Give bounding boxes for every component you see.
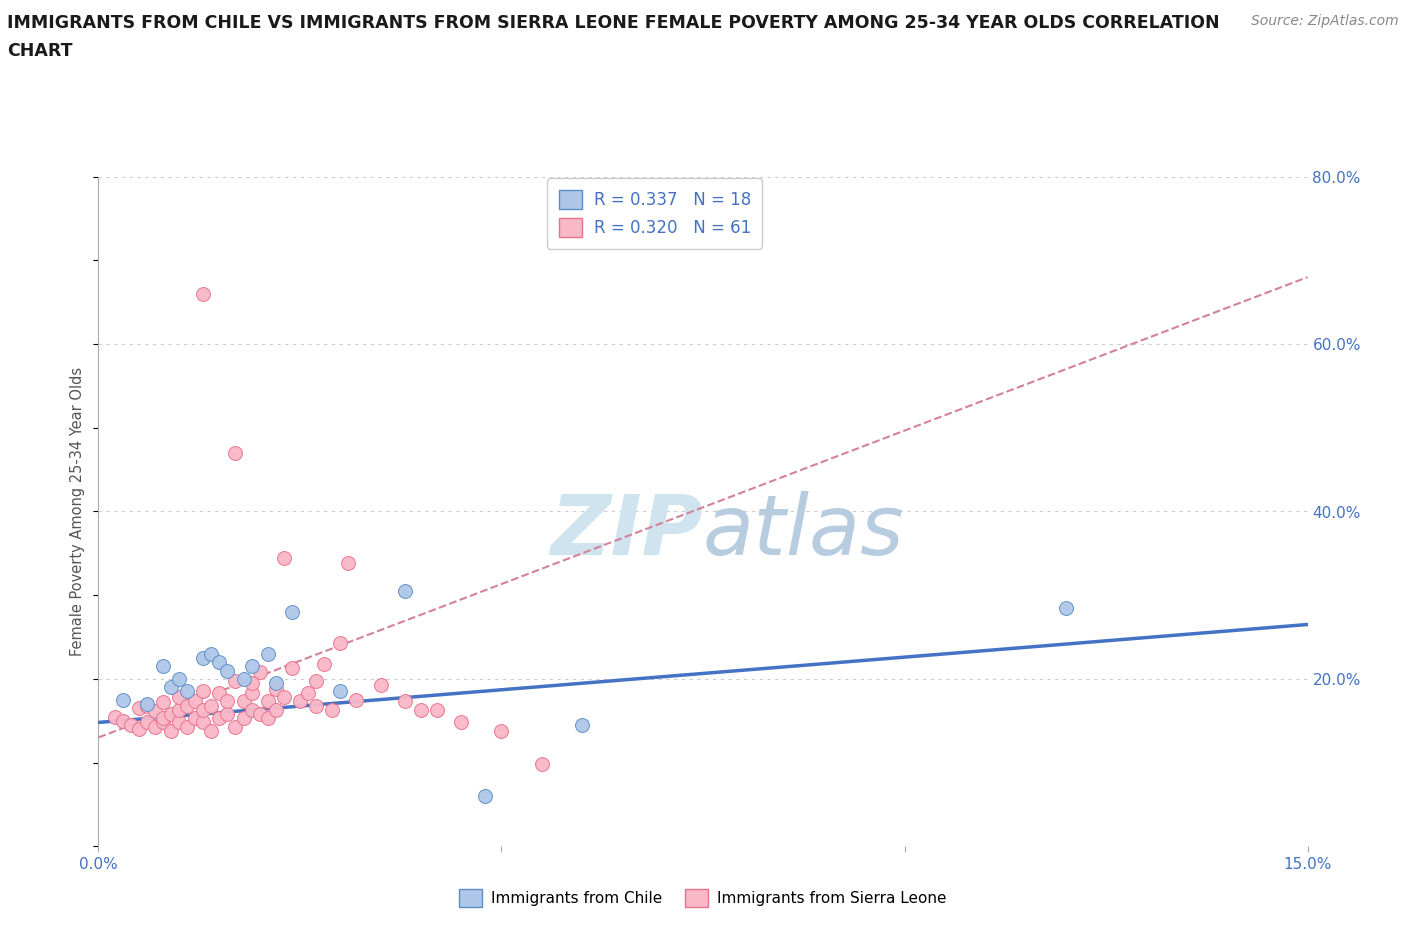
Point (120, 718, 142, 733)
Point (249, 707, 271, 722)
Point (193, 651, 215, 666)
Point (193, 715, 215, 730)
Point (176, 719, 198, 734)
Point (160, 680, 183, 695)
Point (184, 711, 207, 725)
Point (256, 646, 278, 661)
Point (273, 551, 295, 565)
Point (160, 707, 183, 722)
Point (288, 694, 311, 709)
Point (305, 698, 328, 713)
Point (232, 671, 254, 686)
Point (394, 584, 416, 599)
Point (256, 711, 278, 725)
Point (200, 698, 222, 713)
Point (337, 556, 360, 571)
Point (143, 720, 166, 735)
Point (103, 710, 125, 724)
Text: IMMIGRANTS FROM CHILE VS IMMIGRANTS FROM SIERRA LEONE FEMALE POVERTY AMONG 25-34: IMMIGRANTS FROM CHILE VS IMMIGRANTS FROM… (7, 14, 1219, 32)
Point (321, 702, 343, 717)
Point (305, 673, 328, 688)
Point (167, 690, 190, 705)
Point (200, 646, 222, 661)
Point (193, 684, 215, 699)
Point (264, 702, 287, 717)
Text: ZIP: ZIP (550, 491, 703, 572)
Text: Source: ZipAtlas.com: Source: ZipAtlas.com (1251, 14, 1399, 28)
Point (240, 659, 263, 674)
Point (167, 715, 190, 730)
Point (394, 694, 416, 709)
Point (264, 682, 287, 697)
Point (224, 673, 246, 688)
Point (208, 711, 231, 725)
Point (143, 703, 166, 718)
Point (217, 707, 239, 722)
Point (474, 789, 496, 804)
Point (530, 757, 553, 772)
Text: CHART: CHART (7, 42, 73, 60)
Point (152, 659, 174, 674)
Point (193, 702, 215, 717)
Legend: R = 0.337   N = 18, R = 0.320   N = 61: R = 0.337 N = 18, R = 0.320 N = 61 (547, 179, 762, 248)
Point (281, 660, 304, 675)
Point (224, 719, 246, 734)
Point (249, 665, 271, 680)
Point (491, 724, 513, 738)
Point (217, 694, 239, 709)
Point (176, 684, 198, 699)
Point (240, 676, 263, 691)
Point (135, 715, 157, 730)
Point (273, 690, 295, 705)
Point (232, 711, 254, 725)
Point (450, 715, 472, 730)
Point (200, 724, 222, 738)
Point (224, 445, 246, 460)
Y-axis label: Female Poverty Among 25-34 Year Olds: Female Poverty Among 25-34 Year Olds (70, 367, 86, 656)
Text: atlas: atlas (703, 491, 904, 572)
Point (426, 702, 449, 717)
Point (167, 702, 190, 717)
Point (184, 694, 207, 709)
Point (314, 657, 336, 671)
Point (240, 702, 263, 717)
Point (152, 711, 174, 725)
Point (128, 701, 150, 716)
Point (232, 694, 254, 709)
Point (152, 715, 174, 730)
Point (571, 718, 593, 733)
Point (409, 702, 432, 717)
Point (344, 693, 367, 708)
Point (264, 676, 287, 691)
Point (329, 635, 352, 650)
Point (208, 655, 231, 670)
Point (135, 698, 157, 713)
Point (135, 697, 157, 711)
Point (370, 677, 392, 692)
Point (1054, 601, 1077, 616)
Point (281, 604, 304, 619)
Legend: Immigrants from Chile, Immigrants from Sierra Leone: Immigrants from Chile, Immigrants from S… (453, 884, 953, 913)
Point (240, 685, 263, 700)
Point (111, 693, 134, 708)
Point (160, 724, 183, 738)
Point (329, 684, 352, 699)
Point (111, 713, 134, 728)
Point (208, 685, 231, 700)
Point (128, 722, 150, 737)
Point (152, 695, 174, 710)
Point (193, 286, 215, 301)
Point (256, 694, 278, 709)
Point (176, 698, 198, 713)
Point (217, 663, 239, 678)
Point (297, 685, 319, 700)
Point (167, 671, 190, 686)
